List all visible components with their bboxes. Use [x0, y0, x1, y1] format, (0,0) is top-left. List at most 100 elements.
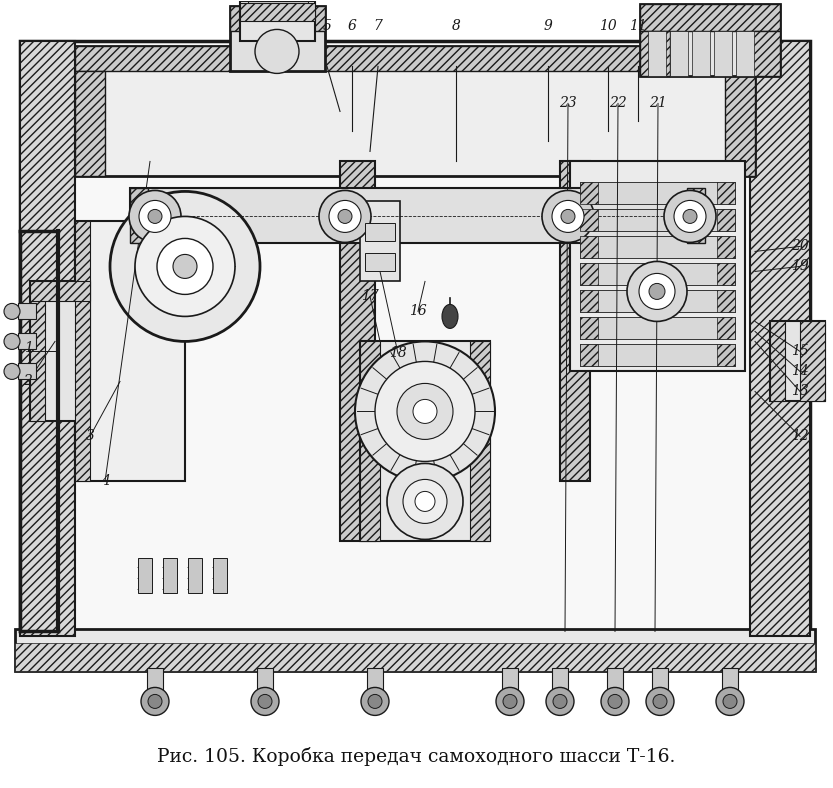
Text: 21: 21 [649, 96, 667, 110]
Text: 18: 18 [389, 347, 407, 360]
Text: 15: 15 [791, 344, 809, 359]
Circle shape [157, 239, 213, 295]
Circle shape [649, 284, 665, 299]
Bar [240, 3, 315, 21]
Bar [580, 263, 598, 285]
Bar [687, 188, 705, 243]
Bar [30, 281, 90, 422]
Circle shape [173, 255, 197, 278]
Circle shape [110, 191, 260, 341]
Text: 11: 11 [629, 20, 647, 33]
Circle shape [503, 694, 517, 708]
Bar [580, 236, 598, 258]
Bar [18, 303, 36, 319]
Bar [717, 318, 735, 340]
Bar [552, 668, 568, 693]
Bar [640, 5, 780, 76]
Bar [580, 318, 598, 340]
Bar [560, 162, 590, 481]
Circle shape [716, 687, 744, 716]
Circle shape [148, 210, 162, 224]
Circle shape [674, 200, 706, 232]
Bar [580, 182, 735, 204]
Bar [75, 72, 105, 177]
Bar [30, 281, 90, 302]
Bar [607, 668, 623, 693]
Bar [580, 318, 735, 340]
Circle shape [148, 694, 162, 708]
Bar [20, 42, 810, 637]
Circle shape [664, 191, 716, 243]
Ellipse shape [442, 304, 458, 329]
Circle shape [139, 200, 171, 232]
Bar [213, 559, 227, 593]
Circle shape [561, 210, 575, 224]
Circle shape [542, 191, 594, 243]
Bar [580, 263, 735, 285]
Text: 1: 1 [23, 341, 32, 355]
Bar [360, 341, 380, 541]
Bar [18, 363, 36, 379]
Bar [502, 668, 518, 693]
Bar [580, 210, 735, 232]
Text: 6: 6 [347, 20, 357, 33]
Bar [736, 32, 754, 76]
Circle shape [546, 687, 574, 716]
Text: 16: 16 [409, 304, 426, 318]
Bar [360, 341, 490, 541]
Bar [725, 72, 755, 177]
Text: 13: 13 [791, 385, 809, 399]
Bar [365, 254, 395, 271]
Bar [800, 322, 825, 401]
Bar [470, 341, 490, 541]
Circle shape [258, 694, 272, 708]
Bar [20, 42, 75, 637]
Bar [130, 188, 705, 243]
Circle shape [723, 694, 737, 708]
Text: Рис. 105. Коробка передач самоходного шасси Т-16.: Рис. 105. Коробка передач самоходного ша… [157, 747, 676, 766]
Circle shape [141, 687, 169, 716]
Bar [138, 559, 152, 593]
Bar [18, 333, 36, 349]
Bar [75, 221, 90, 481]
Bar [580, 291, 598, 312]
Circle shape [683, 210, 697, 224]
Bar [717, 291, 735, 312]
Bar [30, 281, 45, 422]
Circle shape [653, 694, 667, 708]
Bar [188, 559, 202, 593]
Bar [570, 162, 745, 371]
Bar [580, 344, 598, 366]
Circle shape [361, 687, 389, 716]
Bar [75, 46, 755, 72]
Circle shape [608, 694, 622, 708]
Circle shape [413, 400, 437, 423]
Circle shape [329, 200, 361, 232]
Circle shape [319, 191, 371, 243]
Text: 23: 23 [559, 96, 577, 110]
Circle shape [135, 217, 235, 317]
Bar [360, 202, 400, 281]
Circle shape [403, 479, 447, 523]
Circle shape [4, 333, 20, 349]
Circle shape [415, 492, 435, 511]
Bar [717, 210, 735, 232]
Text: 3: 3 [86, 429, 94, 444]
Text: 22: 22 [609, 96, 627, 110]
Circle shape [496, 687, 524, 716]
Bar [147, 668, 163, 693]
Circle shape [251, 687, 279, 716]
Bar [770, 322, 785, 401]
Bar [365, 224, 395, 241]
Circle shape [255, 29, 299, 73]
Bar [717, 182, 735, 204]
Bar [340, 162, 375, 541]
Text: 20: 20 [791, 240, 809, 254]
Circle shape [355, 341, 495, 481]
Circle shape [368, 694, 382, 708]
Bar [580, 210, 598, 232]
Circle shape [601, 687, 629, 716]
Circle shape [553, 694, 567, 708]
Circle shape [387, 463, 463, 540]
Bar [248, 2, 308, 6]
